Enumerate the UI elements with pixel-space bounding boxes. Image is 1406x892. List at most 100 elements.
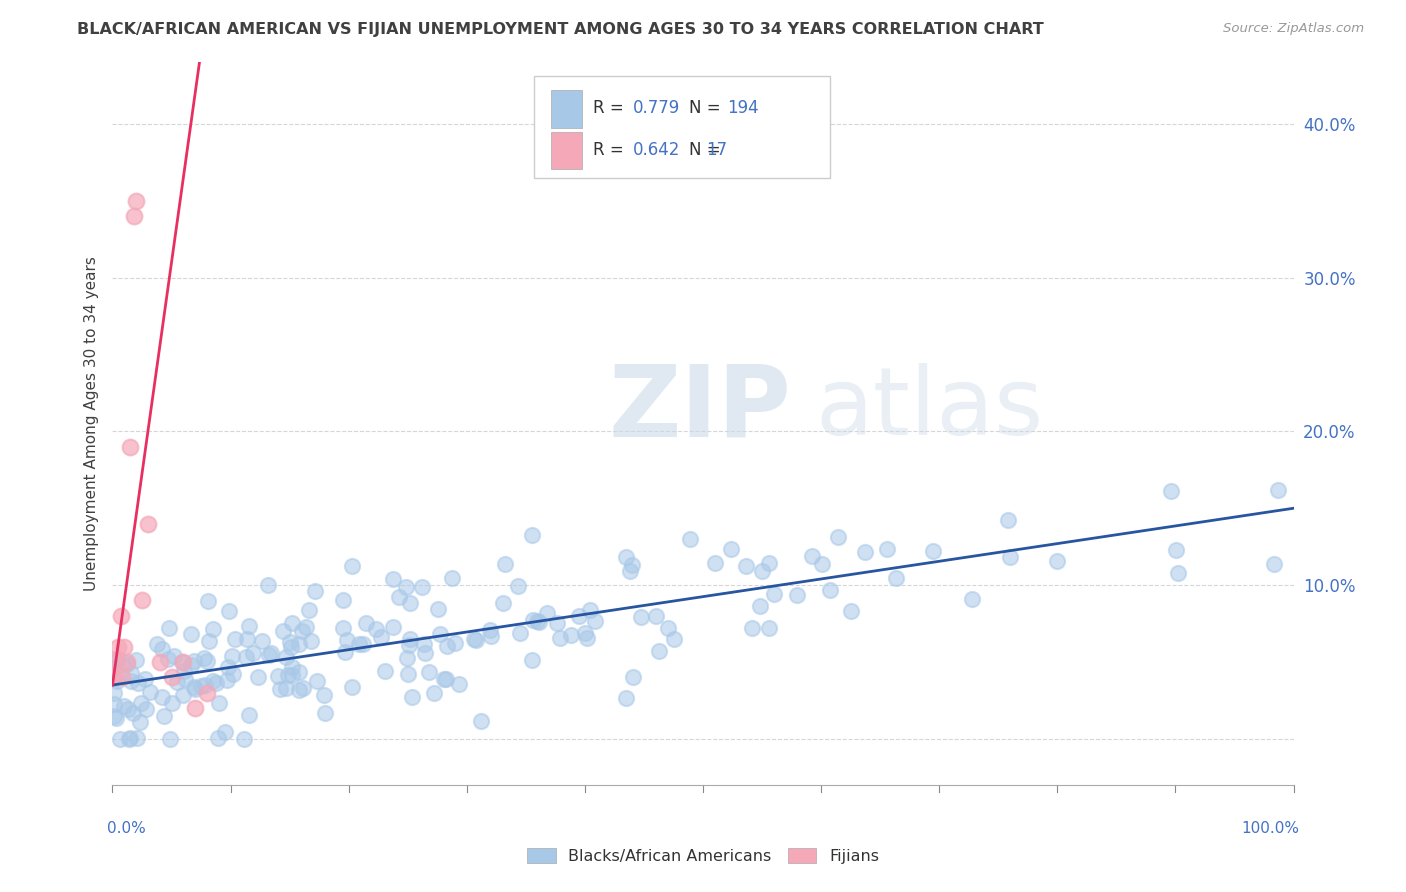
Point xyxy=(1164,542,1187,557)
Point xyxy=(620,558,643,573)
Point xyxy=(352,637,374,651)
Point xyxy=(304,584,326,599)
Point xyxy=(201,623,224,637)
Point xyxy=(112,640,135,654)
Point xyxy=(741,621,763,635)
Point xyxy=(509,626,531,640)
Point xyxy=(184,701,207,715)
Point xyxy=(398,638,420,652)
Point xyxy=(197,593,219,607)
Point xyxy=(763,587,786,601)
Point xyxy=(720,542,742,557)
Point xyxy=(704,556,727,570)
Point xyxy=(340,559,363,574)
Point xyxy=(576,631,599,645)
Point xyxy=(107,673,129,688)
Point xyxy=(399,597,422,611)
Point xyxy=(401,690,423,705)
Point xyxy=(395,651,418,665)
Text: atlas: atlas xyxy=(815,363,1043,455)
Point xyxy=(105,655,128,669)
Text: 17: 17 xyxy=(706,141,727,159)
Point xyxy=(131,593,153,607)
Text: R =: R = xyxy=(593,141,630,159)
Point xyxy=(481,629,503,643)
Point xyxy=(180,627,202,641)
Point xyxy=(758,621,780,635)
Point xyxy=(288,637,311,651)
Point xyxy=(396,667,419,681)
Point xyxy=(679,533,702,547)
Point xyxy=(526,614,548,628)
Point xyxy=(197,654,219,668)
Point xyxy=(536,607,558,621)
Point xyxy=(157,621,180,635)
Point xyxy=(277,668,299,682)
Point xyxy=(583,615,606,629)
Text: 0.642: 0.642 xyxy=(633,141,681,159)
Point xyxy=(194,678,217,692)
Point xyxy=(129,696,152,710)
Point xyxy=(111,670,134,684)
Point xyxy=(287,683,309,698)
Point xyxy=(619,564,641,578)
Point xyxy=(644,609,666,624)
Point xyxy=(578,603,600,617)
Point xyxy=(274,681,297,695)
Point xyxy=(758,556,780,570)
Point xyxy=(107,640,129,654)
Point xyxy=(180,657,202,672)
Point xyxy=(257,648,280,663)
Point xyxy=(103,652,125,666)
Point xyxy=(1263,557,1285,571)
Point xyxy=(354,615,377,630)
Point xyxy=(103,670,125,684)
Point xyxy=(120,666,142,681)
Point xyxy=(621,670,644,684)
Point xyxy=(281,660,304,674)
Point xyxy=(122,706,145,720)
Point xyxy=(418,665,440,679)
Point xyxy=(160,670,183,684)
Point xyxy=(174,673,197,687)
Point xyxy=(463,632,485,647)
Point xyxy=(156,652,179,666)
Point xyxy=(149,655,172,669)
Point xyxy=(195,686,218,700)
Point xyxy=(291,624,314,638)
Point xyxy=(508,579,530,593)
Point xyxy=(125,731,148,745)
Point xyxy=(288,665,311,679)
Point xyxy=(235,650,257,665)
Point xyxy=(246,670,269,684)
Point xyxy=(197,634,219,648)
Point xyxy=(614,690,637,705)
Point xyxy=(560,628,582,642)
Point xyxy=(190,679,212,693)
Point xyxy=(1167,566,1189,581)
Point xyxy=(221,649,243,664)
Point xyxy=(382,573,405,587)
Point xyxy=(960,591,983,606)
Text: N =: N = xyxy=(689,99,725,117)
Point xyxy=(340,681,363,695)
Point xyxy=(207,731,229,746)
Point xyxy=(125,194,148,208)
Point xyxy=(271,624,294,639)
Point xyxy=(522,528,544,542)
Text: 194: 194 xyxy=(727,99,758,117)
Point xyxy=(1046,554,1069,568)
Point xyxy=(115,655,138,669)
Point xyxy=(204,676,226,690)
Point xyxy=(139,685,162,699)
Point xyxy=(423,686,446,700)
Point xyxy=(218,604,240,618)
Point xyxy=(434,672,457,686)
Point xyxy=(370,630,392,644)
Point xyxy=(647,644,669,658)
Point xyxy=(314,689,336,703)
Point xyxy=(163,649,186,664)
Point xyxy=(269,681,291,696)
Point xyxy=(470,714,492,728)
Text: 0.0%: 0.0% xyxy=(107,821,145,836)
